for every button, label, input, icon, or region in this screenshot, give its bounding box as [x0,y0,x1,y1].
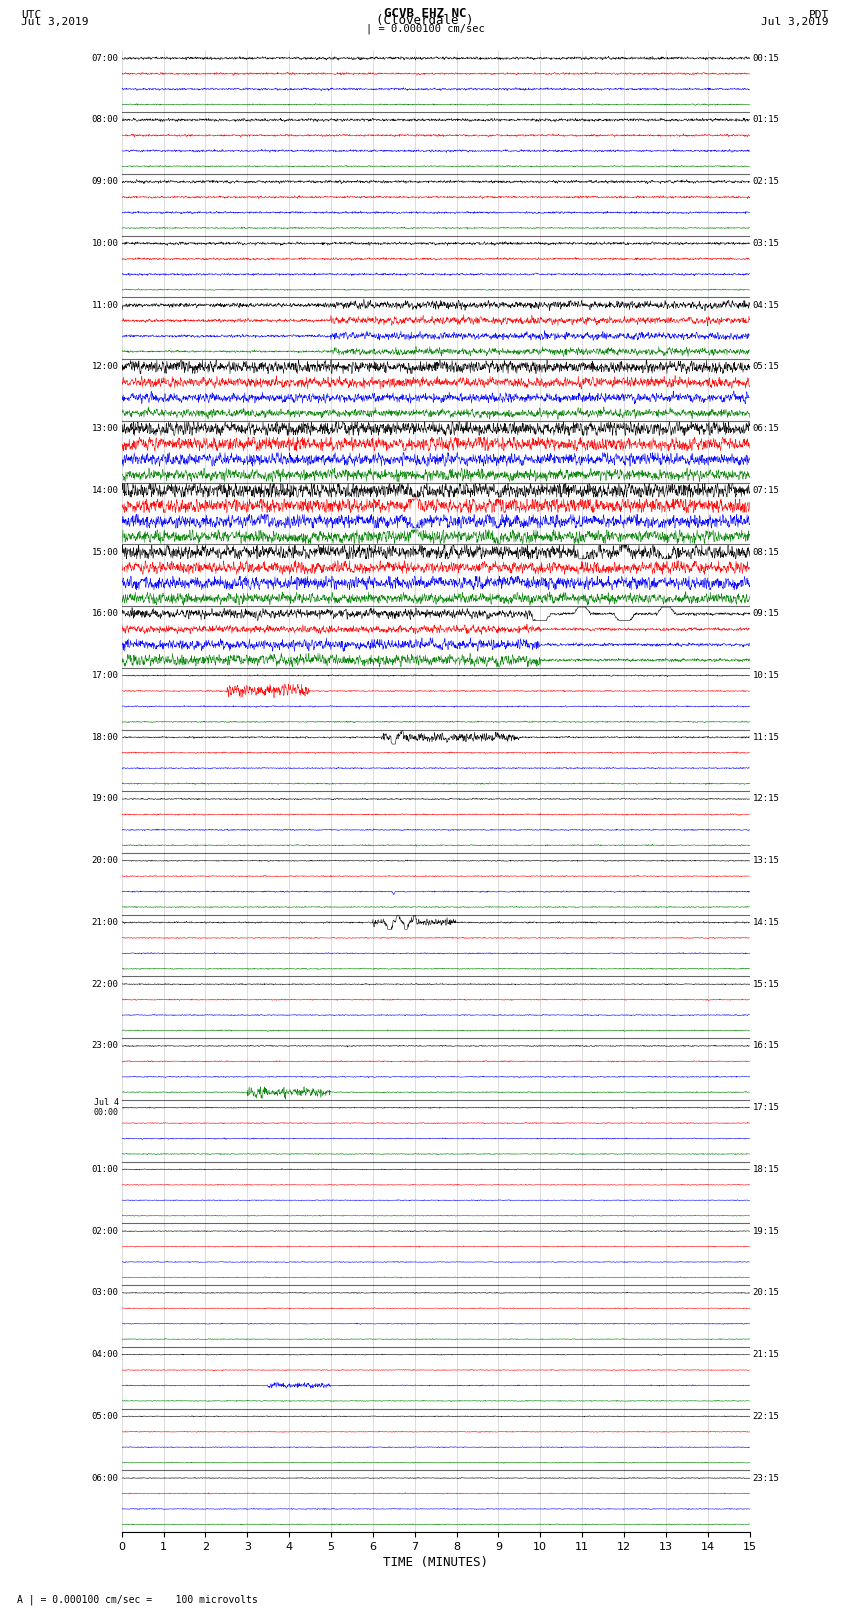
Text: 13:15: 13:15 [753,857,779,865]
Text: UTC: UTC [21,10,42,19]
Text: 01:00: 01:00 [92,1165,118,1174]
Text: 07:15: 07:15 [753,486,779,495]
Text: Jul 3,2019: Jul 3,2019 [21,16,88,26]
Text: PDT: PDT [808,10,829,19]
Text: 03:15: 03:15 [753,239,779,248]
Text: 12:15: 12:15 [753,795,779,803]
Text: 18:15: 18:15 [753,1165,779,1174]
Text: 13:00: 13:00 [92,424,118,434]
Text: 21:00: 21:00 [92,918,118,927]
Text: 06:15: 06:15 [753,424,779,434]
Text: 22:00: 22:00 [92,979,118,989]
Text: 10:15: 10:15 [753,671,779,681]
Text: 06:00: 06:00 [92,1474,118,1482]
Text: 02:15: 02:15 [753,177,779,185]
Text: 02:00: 02:00 [92,1226,118,1236]
Text: 16:15: 16:15 [753,1042,779,1050]
Text: 15:15: 15:15 [753,979,779,989]
Text: GCVB EHZ NC: GCVB EHZ NC [383,6,467,19]
Text: 07:00: 07:00 [92,53,118,63]
Text: 05:00: 05:00 [92,1411,118,1421]
Text: A | = 0.000100 cm/sec =    100 microvolts: A | = 0.000100 cm/sec = 100 microvolts [17,1594,258,1605]
Text: 17:00: 17:00 [92,671,118,681]
Text: 04:15: 04:15 [753,300,779,310]
Text: 23:00: 23:00 [92,1042,118,1050]
Text: Jul 3,2019: Jul 3,2019 [762,16,829,26]
Text: 08:00: 08:00 [92,116,118,124]
Text: 12:00: 12:00 [92,363,118,371]
Text: (Cloverdale ): (Cloverdale ) [377,13,473,26]
Text: 01:15: 01:15 [753,116,779,124]
Text: 19:15: 19:15 [753,1226,779,1236]
Text: Jul 4
00:00: Jul 4 00:00 [94,1098,118,1118]
Text: 20:00: 20:00 [92,857,118,865]
Text: 18:00: 18:00 [92,732,118,742]
Text: | = 0.000100 cm/sec: | = 0.000100 cm/sec [366,23,484,34]
Text: 19:00: 19:00 [92,795,118,803]
Text: 22:15: 22:15 [753,1411,779,1421]
Text: 14:15: 14:15 [753,918,779,927]
Text: 16:00: 16:00 [92,610,118,618]
Text: 15:00: 15:00 [92,547,118,556]
Text: 21:15: 21:15 [753,1350,779,1360]
Text: 09:00: 09:00 [92,177,118,185]
Text: 20:15: 20:15 [753,1289,779,1297]
Text: 11:15: 11:15 [753,732,779,742]
Text: 03:00: 03:00 [92,1289,118,1297]
Text: 08:15: 08:15 [753,547,779,556]
Text: 04:00: 04:00 [92,1350,118,1360]
Text: 10:00: 10:00 [92,239,118,248]
Text: 11:00: 11:00 [92,300,118,310]
Text: 00:15: 00:15 [753,53,779,63]
X-axis label: TIME (MINUTES): TIME (MINUTES) [383,1557,488,1569]
Text: 09:15: 09:15 [753,610,779,618]
Text: 05:15: 05:15 [753,363,779,371]
Text: 17:15: 17:15 [753,1103,779,1111]
Text: 23:15: 23:15 [753,1474,779,1482]
Text: 14:00: 14:00 [92,486,118,495]
